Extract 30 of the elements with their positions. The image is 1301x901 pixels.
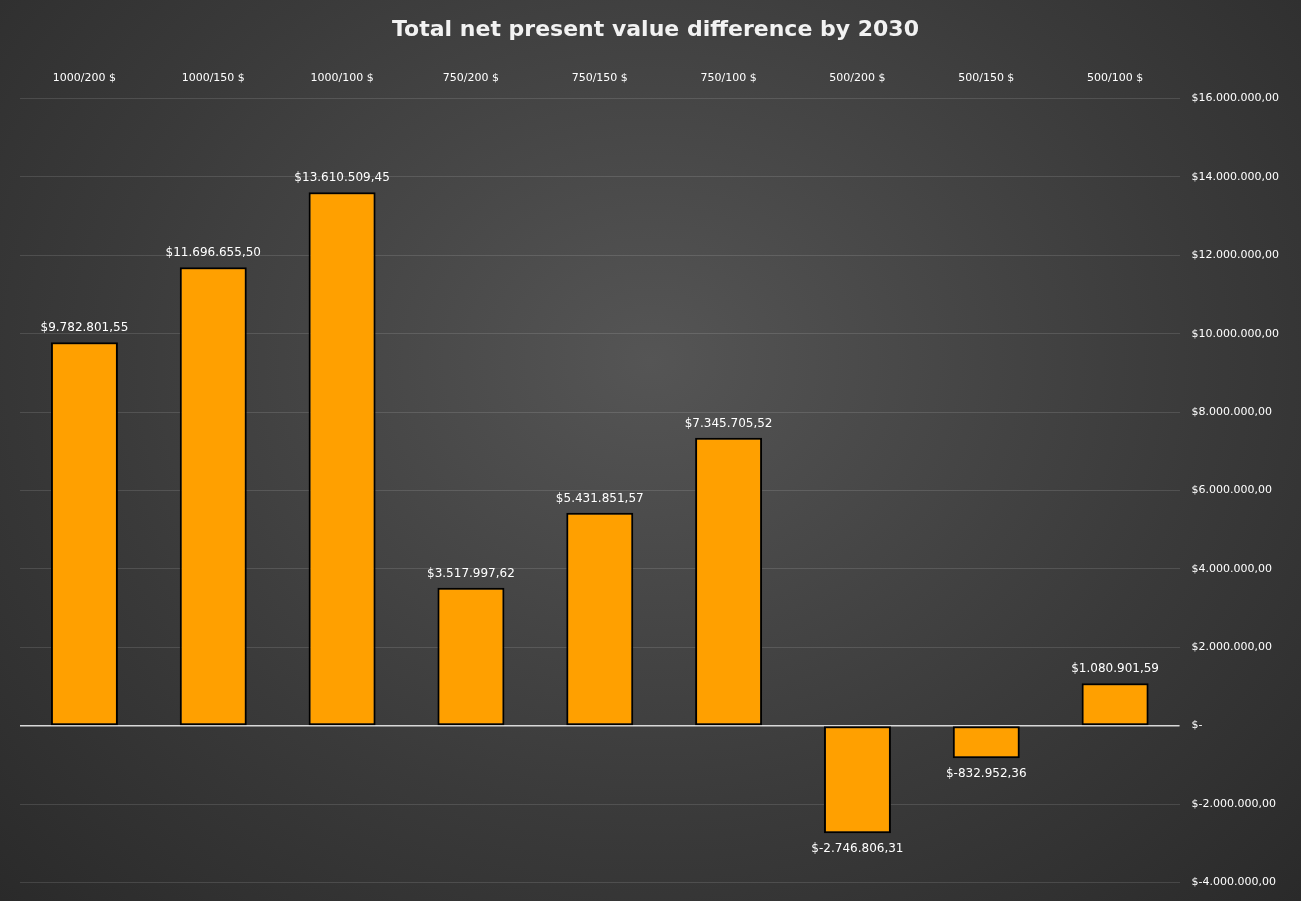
data-label: $5.431.851,57	[555, 490, 644, 505]
x-tick-label: 1000/150 $	[181, 70, 245, 84]
y-tick-label: $2.000.000,00	[1191, 640, 1273, 654]
x-tick-label: 500/200 $	[829, 70, 886, 84]
data-label: $-832.952,36	[945, 766, 1027, 781]
y-tick-label: $6.000.000,00	[1191, 483, 1273, 497]
x-tick-label: 750/150 $	[571, 70, 628, 84]
x-tick-label: 750/200 $	[442, 70, 500, 84]
y-tick-label: $10.000.000,00	[1191, 326, 1280, 340]
x-tick-label: 500/100 $	[1087, 70, 1144, 84]
x-tick-label: 750/100 $	[700, 70, 757, 84]
data-label: $-2.746.806,31	[811, 841, 904, 856]
data-label: $11.696.655,50	[165, 245, 261, 260]
y-tick-label: $-4.000.000,00	[1191, 875, 1276, 889]
y-tick-label: $12.000.000,00	[1191, 248, 1280, 262]
y-tick-label: $-2.000.000,00	[1191, 796, 1276, 810]
chart-title: Total net present value difference by 2030	[392, 15, 919, 41]
data-label: $3.517.997,62	[427, 565, 515, 580]
data-label: $13.610.509,45	[294, 170, 390, 185]
y-tick-label: $8.000.000,00	[1191, 404, 1273, 418]
data-label: $9.782.801,55	[40, 320, 129, 335]
y-tick-label: $4.000.000,00	[1191, 561, 1273, 575]
data-label: $7.345.705,52	[684, 415, 773, 430]
x-tick-label: 500/150 $	[958, 70, 1015, 84]
x-tick-label: 1000/100 $	[310, 70, 374, 84]
y-tick-label: $16.000.000,00	[1191, 91, 1280, 105]
x-tick-label: 1000/200 $	[52, 70, 117, 84]
y-tick-label: $14.000.000,00	[1191, 169, 1280, 183]
y-tick-label: $-	[1191, 718, 1203, 732]
data-label: $1.080.901,59	[1071, 661, 1160, 676]
